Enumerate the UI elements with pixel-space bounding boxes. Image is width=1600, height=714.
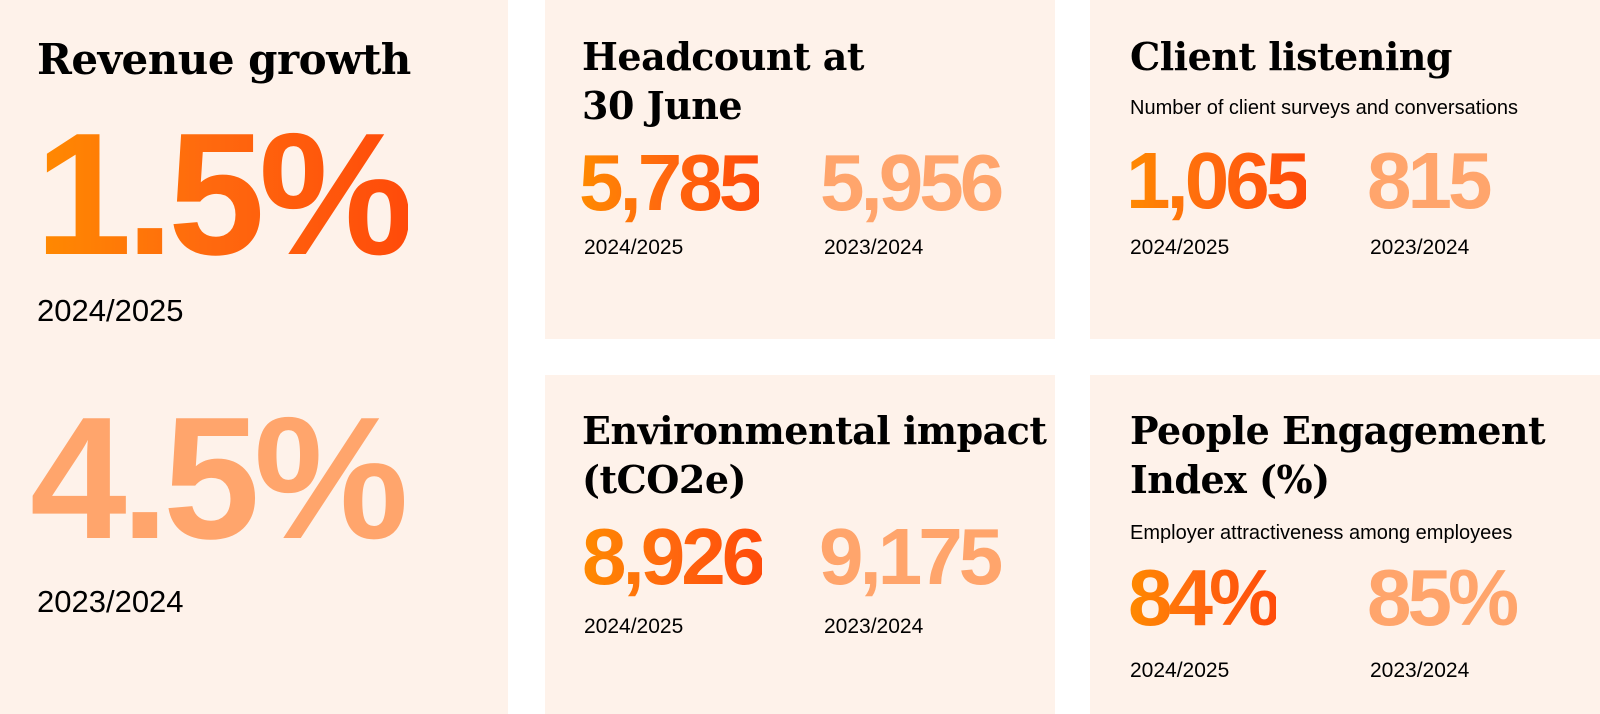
headcount-current-value: 5,785 [579,138,763,227]
environment-current-year: 2024/2025 [584,615,684,638]
headcount-previous-value: 5,956 [820,138,1004,227]
headcount-card: Headcount at 30 June 5,785 2024/2025 5,9… [545,0,1055,339]
client-previous-value: 815 [1367,136,1493,225]
headcount-current-year: 2024/2025 [584,236,684,259]
engagement-current-value: 84% [1128,553,1280,642]
revenue-title: Revenue growth [37,35,411,84]
revenue-card: Revenue growth 1.5% 2024/2025 4.5% 2023/… [0,0,508,714]
client-current-year: 2024/2025 [1130,236,1230,259]
engagement-title-line2: Index (%) [1130,457,1330,502]
engagement-previous-year: 2023/2024 [1370,659,1470,682]
people-engagement-card: People Engagement Index (%) Employer att… [1090,375,1600,714]
environment-current-value: 8,926 [582,512,766,601]
client-subtitle: Number of client surveys and conversatio… [1130,97,1518,119]
engagement-current-year: 2024/2025 [1130,659,1230,682]
environment-title-line2: (tCO2e) [582,457,746,502]
environment-previous-year: 2023/2024 [824,615,924,638]
engagement-title-line1: People Engagement [1130,408,1546,453]
environment-title-line1: Environmental impact [582,408,1047,453]
client-previous-year: 2023/2024 [1370,236,1470,259]
environmental-impact-card: Environmental impact (tCO2e) 8,926 2024/… [545,375,1055,714]
client-title: Client listening [1130,34,1452,79]
environment-previous-value: 9,175 [819,512,1003,601]
engagement-subtitle: Employer attractiveness among employees [1130,522,1513,544]
revenue-current-value: 1.5% [35,96,414,291]
engagement-previous-value: 85% [1367,553,1519,642]
client-current-value: 1,065 [1126,136,1310,225]
revenue-previous-value: 4.5% [30,380,409,575]
revenue-previous-year: 2023/2024 [37,584,184,619]
headcount-previous-year: 2023/2024 [824,236,924,259]
client-listening-card: Client listening Number of client survey… [1090,0,1600,339]
revenue-current-year: 2024/2025 [37,293,184,328]
headcount-title-line1: Headcount at [582,34,864,79]
headcount-title-line2: 30 June [582,83,743,128]
